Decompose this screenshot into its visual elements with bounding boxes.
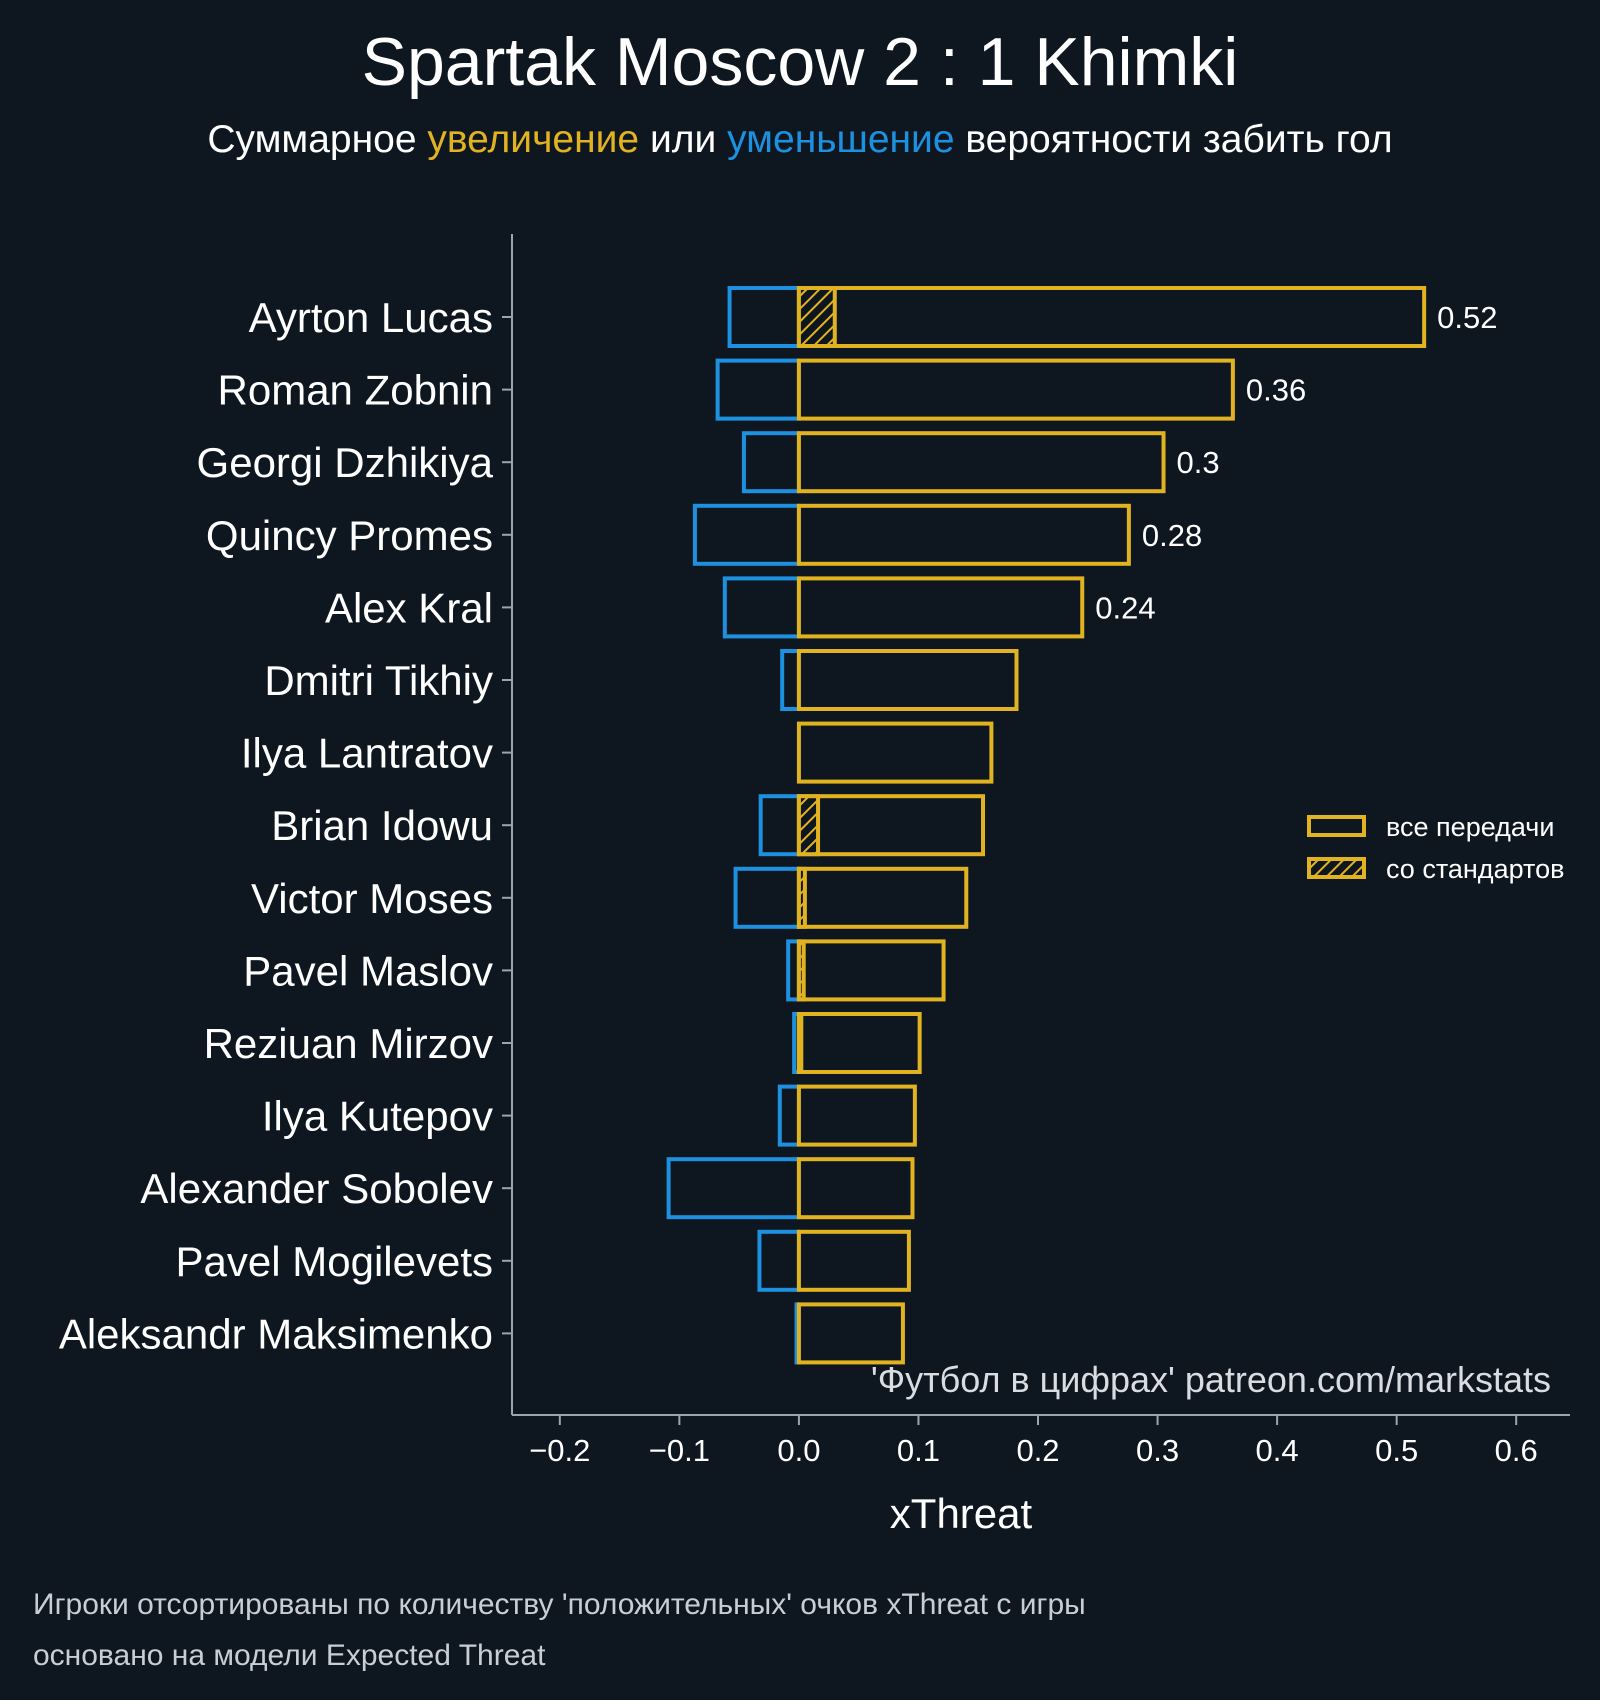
x-axis-label: xThreat <box>890 1490 1033 1537</box>
subtitle-decrease: уменьшение <box>727 118 954 161</box>
y-tick-label: Brian Idowu <box>271 802 493 849</box>
bar-set-pieces <box>796 866 807 929</box>
legend-swatch-set-pieces <box>1307 857 1366 879</box>
bar-positive <box>796 286 1427 348</box>
bar-negative <box>666 1157 801 1220</box>
value-label: 0.52 <box>1437 300 1497 335</box>
bar-positive <box>796 1084 917 1147</box>
bar-positive <box>796 939 946 1002</box>
x-tick-label: 0.0 <box>777 1433 820 1468</box>
y-tick-label: Reziuan Mirzov <box>204 1020 493 1067</box>
bar-positive <box>796 503 1131 566</box>
legend-swatch-all-passes <box>1307 815 1366 837</box>
y-tick-label: Ilya Kutepov <box>262 1093 493 1140</box>
x-tick-label: 0.4 <box>1256 1433 1299 1468</box>
y-tick-label: Alexander Sobolev <box>140 1165 493 1212</box>
x-tick-label: 0.1 <box>897 1433 940 1468</box>
y-tick-label: Ayrton Lucas <box>249 294 493 341</box>
y-tick-label: Dmitri Tikhiy <box>264 657 493 704</box>
bar-positive <box>796 1229 911 1292</box>
bar-positive <box>796 721 994 784</box>
legend-label-set-pieces: со стандартов <box>1386 854 1564 884</box>
bar-positive <box>796 358 1235 421</box>
bar-negative <box>777 1084 801 1147</box>
bar-positive <box>796 1012 922 1074</box>
bar-positive <box>796 1302 905 1365</box>
bar-positive <box>796 576 1085 639</box>
bar-negative <box>757 1229 801 1292</box>
subtitle-increase: увеличение <box>427 118 639 161</box>
chart-title: Spartak Moscow 2 : 1 Khimki <box>362 24 1239 100</box>
y-tick-label: Aleksandr Maksimenko <box>59 1310 493 1357</box>
x-tick-label: 0.6 <box>1495 1433 1538 1468</box>
y-tick-label: Georgi Dzhikiya <box>197 439 494 486</box>
value-label: 0.36 <box>1246 373 1306 408</box>
y-tick-label: Alex Kral <box>325 584 493 631</box>
subtitle-suffix: вероятности забить гол <box>955 118 1393 161</box>
legend: все передачи со стандартов <box>1307 812 1564 884</box>
x-tick-label: 0.2 <box>1016 1433 1059 1468</box>
y-tick-label: Quincy Promes <box>206 512 493 559</box>
y-tick-label: Ilya Lantratov <box>241 730 493 777</box>
x-tick-label: 0.5 <box>1375 1433 1418 1468</box>
value-label: 0.24 <box>1095 590 1155 625</box>
bar-set-pieces <box>796 939 806 1002</box>
bar-negative <box>758 794 801 857</box>
y-tick-label: Roman Zobnin <box>218 367 493 414</box>
watermark: 'Футбол в цифрах' patreon.com/markstats <box>871 1359 1551 1400</box>
footnote-line-2: основано на модели Expected Threat <box>33 1639 546 1672</box>
bar-set-pieces <box>796 1012 804 1074</box>
x-tick-label: −0.2 <box>529 1433 590 1468</box>
axes: Ayrton Lucas Roman Zobnin Georgi Dzhikiya Q… <box>59 234 1570 1468</box>
value-label: 0.28 <box>1142 518 1202 553</box>
subtitle-prefix: Суммарное <box>207 118 427 161</box>
bar-negative <box>692 503 801 566</box>
x-tick-label: 0.3 <box>1136 1433 1179 1468</box>
y-tick-label: Pavel Mogilevets <box>176 1238 493 1285</box>
bar-negative <box>715 358 801 421</box>
bar-positive <box>796 794 986 857</box>
chart-subtitle: Суммарное увеличение или уменьшение веро… <box>207 118 1392 161</box>
bar-negative <box>727 286 801 348</box>
legend-label-all-passes: все передачи <box>1386 812 1554 842</box>
x-tick-label: −0.1 <box>649 1433 710 1468</box>
footnote-line-1: Игроки отсортированы по количеству 'поло… <box>33 1588 1086 1621</box>
plot-area: 0.52 0.36 0.3 0.28 0.24 <box>666 286 1497 1365</box>
bar-positive <box>796 866 969 929</box>
y-tick-label: Pavel Maslov <box>243 947 493 994</box>
subtitle-middle: или <box>639 118 727 161</box>
bar-negative <box>722 576 801 639</box>
bar-negative <box>780 649 801 711</box>
bar-positive <box>796 431 1166 494</box>
y-tick-label: Victor Moses <box>251 875 493 922</box>
bar-set-pieces <box>796 286 837 348</box>
bar-positive <box>796 649 1019 711</box>
bar-negative <box>741 431 801 494</box>
bar-negative <box>733 866 801 929</box>
bar-positive <box>796 1157 915 1220</box>
bar-set-pieces <box>796 794 821 857</box>
value-label: 0.3 <box>1177 445 1220 480</box>
